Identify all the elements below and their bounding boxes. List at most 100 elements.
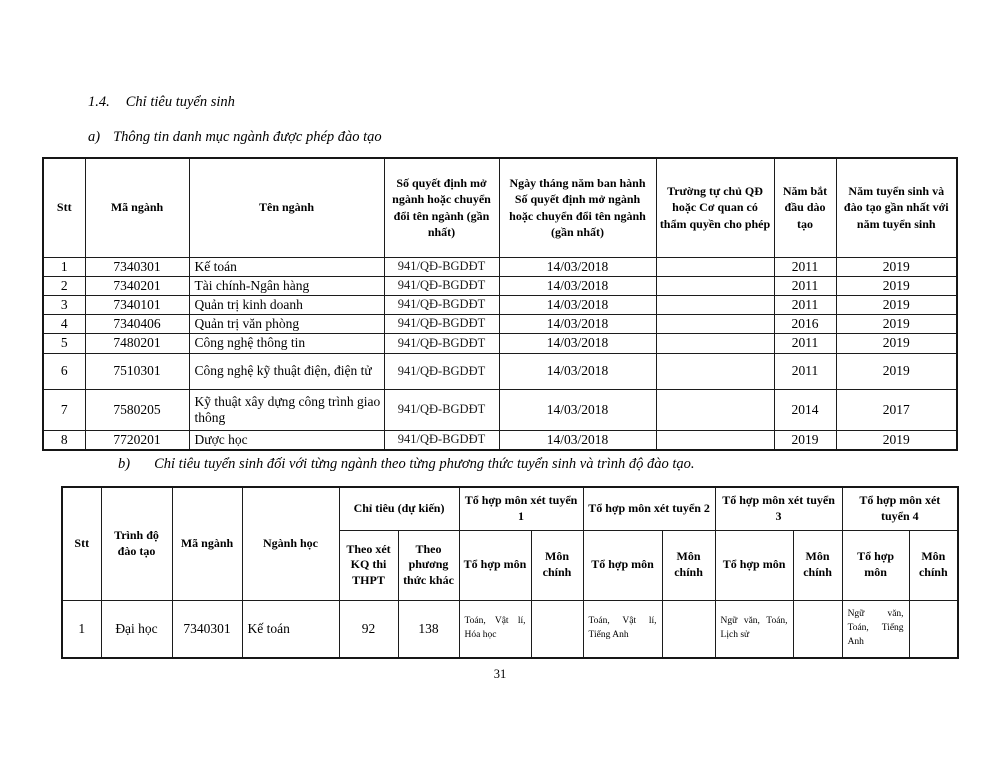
- cell-nam-bat-dau: 2011: [773, 275, 837, 296]
- col-header-to-hop-mon-2: Tổ hợp môn: [582, 529, 663, 601]
- section-number: 1.4.: [88, 94, 110, 110]
- cell-mon-chinh-4: [908, 599, 959, 659]
- item-a-heading: a) Thông tin danh mục ngành được phép đào…: [88, 129, 382, 146]
- section-title: Chỉ tiêu tuyển sinh: [125, 94, 235, 110]
- cell-mon-chinh-1: [530, 599, 584, 659]
- col-header-mon-chinh-4: Môn chính: [908, 529, 959, 601]
- cell-nam-tuyen-sinh: 2017: [835, 388, 958, 431]
- cell-trinh-do: Đại học: [100, 599, 173, 659]
- cell-so-quyet-dinh: 941/QĐ-BGDĐT: [383, 429, 500, 451]
- cell-ma-nganh: 7720201: [84, 429, 190, 451]
- cell-ten-nganh: Công nghệ kỹ thuật điện, điện tử: [188, 352, 385, 390]
- cell-ngay-ban-hanh: 14/03/2018: [498, 332, 657, 354]
- table-b-sub-header-row: Theo xét KQ thi THPT Theo phương thức kh…: [62, 529, 959, 601]
- col-header-to-hop-mon-3: Tổ hợp môn: [714, 529, 794, 601]
- col-header-stt: Stt: [61, 486, 102, 601]
- licensed-majors-table: Stt Mã ngành Tên ngành Số quyết định mở …: [42, 157, 958, 451]
- cell-nam-tuyen-sinh: 2019: [835, 352, 958, 390]
- item-b-marker: b): [118, 456, 131, 472]
- cell-ma-nganh: 7340201: [84, 275, 190, 296]
- cell-ten-nganh: Quản trị kinh doanh: [188, 294, 385, 315]
- col-header-ten-nganh: Tên ngành: [188, 157, 385, 258]
- cell-nam-bat-dau: 2011: [773, 294, 837, 315]
- group-header-to-hop-3: Tổ hợp môn xét tuyển 3: [714, 486, 843, 531]
- cell-truong-tu-chu: [655, 352, 775, 390]
- cell-stt: 8: [42, 429, 86, 451]
- cell-ngay-ban-hanh: 14/03/2018: [498, 388, 657, 431]
- group-header-chi-tieu: Chỉ tiêu (dự kiến): [338, 486, 460, 531]
- cell-ten-nganh: Kỹ thuật xây dựng công trình giao thông: [188, 388, 385, 431]
- cell-truong-tu-chu: [655, 388, 775, 431]
- cell-chi-tieu-thpt: 92: [338, 599, 399, 659]
- cell-ten-nganh: Dược học: [188, 429, 385, 451]
- cell-truong-tu-chu: [655, 256, 775, 277]
- col-header-nganh-hoc: Ngành học: [241, 486, 340, 601]
- cell-nam-bat-dau: 2011: [773, 332, 837, 354]
- cell-nam-tuyen-sinh: 2019: [835, 429, 958, 451]
- cell-ten-nganh: Công nghệ thông tin: [188, 332, 385, 354]
- cell-ma-nganh: 7340101: [84, 294, 190, 315]
- table-row: 8 7720201 Dược học 941/QĐ-BGDĐT 14/03/20…: [42, 429, 958, 451]
- cell-truong-tu-chu: [655, 275, 775, 296]
- cell-to-hop-mon-2: Toán, Vật lí, Tiếng Anh: [582, 599, 663, 659]
- cell-chi-tieu-khac: 138: [397, 599, 460, 659]
- cell-mon-chinh-3: [792, 599, 843, 659]
- table-row: 3 7340101 Quản trị kinh doanh 941/QĐ-BGD…: [42, 294, 958, 315]
- quota-table: Stt Trình độ đào tạo Mã ngành Ngành học …: [61, 486, 960, 659]
- cell-ma-nganh: 7340406: [84, 313, 190, 334]
- table-a-header-row: Stt Mã ngành Tên ngành Số quyết định mở …: [42, 157, 958, 258]
- cell-ma-nganh: 7340301: [171, 599, 243, 659]
- col-header-ma-nganh: Mã ngành: [171, 486, 243, 601]
- col-header-to-hop-mon-4: Tổ hợp môn: [841, 529, 910, 601]
- table-row: 4 7340406 Quản trị văn phòng 941/QĐ-BGDĐ…: [42, 313, 958, 334]
- cell-ma-nganh: 7510301: [84, 352, 190, 390]
- table-row: 1 7340301 Kế toán 941/QĐ-BGDĐT 14/03/201…: [42, 256, 958, 277]
- cell-so-quyet-dinh: 941/QĐ-BGDĐT: [383, 313, 500, 334]
- cell-truong-tu-chu: [655, 313, 775, 334]
- page-number: 31: [493, 667, 507, 681]
- cell-nam-bat-dau: 2014: [773, 388, 837, 431]
- cell-stt: 3: [42, 294, 86, 315]
- cell-so-quyet-dinh: 941/QĐ-BGDĐT: [383, 294, 500, 315]
- table-b-group-header-row: Stt Trình độ đào tạo Mã ngành Ngành học …: [61, 486, 959, 601]
- cell-stt: 2: [42, 275, 86, 296]
- cell-ngay-ban-hanh: 14/03/2018: [498, 275, 657, 296]
- cell-to-hop-mon-3: Ngữ văn, Toán, Lịch sử: [714, 599, 794, 659]
- cell-truong-tu-chu: [655, 429, 775, 451]
- item-b-heading: b) Chỉ tiêu tuyển sinh đối với từng ngành…: [118, 456, 695, 473]
- col-header-to-hop-mon-1: Tổ hợp môn: [458, 529, 532, 601]
- cell-stt: 5: [42, 332, 86, 354]
- cell-to-hop-mon-1: Toán, Vật lí, Hóa học: [458, 599, 532, 659]
- cell-nam-bat-dau: 2016: [773, 313, 837, 334]
- group-header-to-hop-4: Tổ hợp môn xét tuyển 4: [841, 486, 959, 531]
- cell-so-quyet-dinh: 941/QĐ-BGDĐT: [383, 352, 500, 390]
- cell-stt: 1: [61, 599, 102, 659]
- cell-so-quyet-dinh: 941/QĐ-BGDĐT: [383, 275, 500, 296]
- cell-so-quyet-dinh: 941/QĐ-BGDĐT: [383, 388, 500, 431]
- cell-truong-tu-chu: [655, 332, 775, 354]
- cell-stt: 4: [42, 313, 86, 334]
- table-row: 5 7480201 Công nghệ thông tin 941/QĐ-BGD…: [42, 332, 958, 354]
- cell-nam-bat-dau: 2011: [773, 352, 837, 390]
- cell-nam-bat-dau: 2019: [773, 429, 837, 451]
- group-header-to-hop-2: Tổ hợp môn xét tuyển 2: [582, 486, 716, 531]
- cell-nam-tuyen-sinh: 2019: [835, 294, 958, 315]
- col-header-theo-thpt: Theo xét KQ thi THPT: [338, 529, 399, 601]
- cell-nam-tuyen-sinh: 2019: [835, 313, 958, 334]
- cell-ten-nganh: Kế toán: [188, 256, 385, 277]
- cell-ngay-ban-hanh: 14/03/2018: [498, 352, 657, 390]
- col-header-stt: Stt: [42, 157, 86, 258]
- col-header-theo-khac: Theo phương thức khác: [397, 529, 460, 601]
- col-header-so-quyet-dinh: Số quyết định mở ngành hoặc chuyển đổi t…: [383, 157, 500, 258]
- cell-stt: 1: [42, 256, 86, 277]
- table-row: 6 7510301 Công nghệ kỹ thuật điện, điện …: [42, 352, 958, 390]
- col-header-trinh-do: Trình độ đào tạo: [100, 486, 173, 601]
- cell-ma-nganh: 7580205: [84, 388, 190, 431]
- cell-ngay-ban-hanh: 14/03/2018: [498, 256, 657, 277]
- cell-mon-chinh-2: [661, 599, 716, 659]
- cell-nam-tuyen-sinh: 2019: [835, 275, 958, 296]
- table-row: 1 Đại học 7340301 Kế toán 92 138 Toán, V…: [61, 599, 959, 659]
- section-heading: 1.4. Chỉ tiêu tuyển sinh: [88, 94, 235, 111]
- cell-nam-bat-dau: 2011: [773, 256, 837, 277]
